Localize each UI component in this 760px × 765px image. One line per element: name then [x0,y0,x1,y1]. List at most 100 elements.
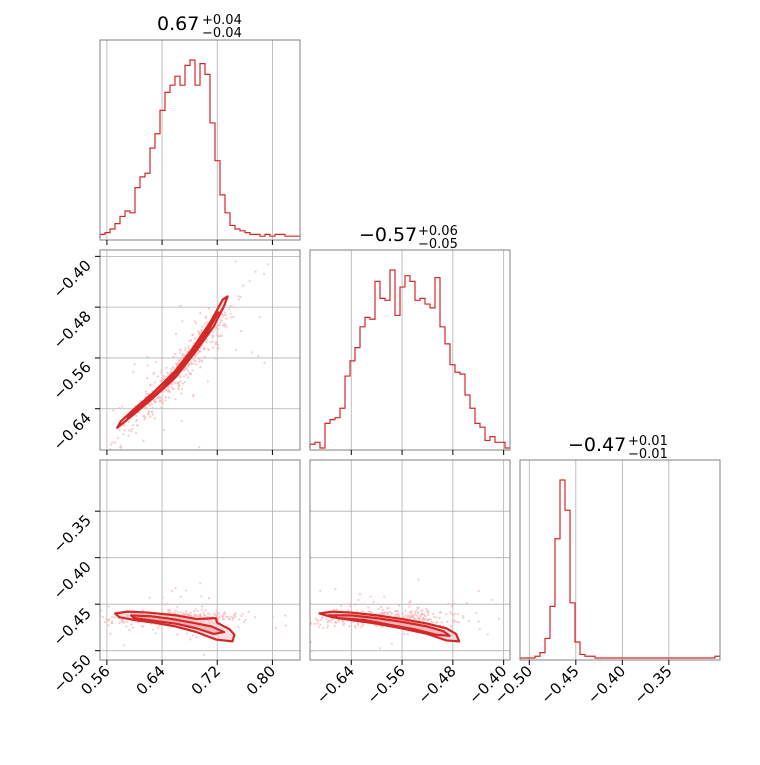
panel-hist-p1 [309,249,511,455]
scatter-point [215,610,218,613]
scatter-point [465,602,468,605]
scatter-point [172,387,175,391]
scatter-point [197,330,200,333]
scatter-point [257,354,260,357]
scatter-point [151,406,154,409]
scatter-point [149,384,152,387]
scatter-point [180,356,183,360]
histogram-step-line [99,59,300,238]
scatter-point [161,398,164,401]
scatter-point [416,611,420,614]
scatter-point [213,612,216,615]
scatter-point [419,615,422,618]
scatter-point [172,355,175,358]
scatter-point [128,429,131,432]
scatter-point [113,616,116,619]
scatter-point [130,427,134,431]
scatter-point [117,437,120,440]
scatter-point [177,359,180,362]
scatter-point [386,611,389,614]
scatter-point [186,350,189,354]
scatter-point [322,626,325,629]
title-p2-minus: −0.01 [628,447,668,462]
scatter-point [189,372,192,376]
scatter-point [230,316,233,319]
scatter-point [123,424,126,427]
title-p2-plus: +0.01 [628,434,668,449]
scatter-points [268,578,532,653]
scatter-point [180,388,183,391]
scatter-point [425,610,428,614]
scatter-point [228,618,231,621]
scatter-point [450,605,454,608]
scatter-point [233,613,236,616]
scatter-point [353,603,357,606]
scatter-point [170,385,173,389]
scatter-point [303,618,305,620]
scatter-point [154,360,157,363]
scatter-point [165,366,168,369]
scatter-point [186,376,190,379]
scatter-point [214,341,217,344]
scatter-point [199,366,202,369]
scatter-point [172,367,175,370]
scatter-point [372,600,375,604]
scatter-point [141,625,144,628]
scatter-point [156,397,159,400]
scatter-point [192,394,195,398]
title-p0-plus: +0.04 [202,13,242,28]
scatter-point [146,355,149,359]
scatter-point [307,616,309,618]
scatter-point [199,346,202,350]
scatter-point [103,620,106,624]
scatter-point [343,622,346,625]
scatter-point [357,598,360,602]
scatter-point [120,618,123,621]
scatter-point [179,358,182,362]
scatter-point [217,618,220,622]
scatter-point [199,613,202,617]
scatter-point [234,349,238,352]
scatter-point [158,624,161,627]
scatter-point [164,395,167,399]
scatter-point [394,610,397,613]
scatter-point [167,386,170,389]
scatter-point [378,647,382,650]
scatter-point [319,589,322,592]
scatter-point [453,612,456,615]
scatter-point [214,328,217,331]
scatter-point [90,624,92,626]
scatter-point [416,614,419,617]
scatter-point [188,339,191,343]
scatter-point [530,617,532,619]
scatter-point [119,446,122,449]
scatter-point [211,346,214,349]
scatter-point [253,616,257,619]
scatter-point [136,621,139,624]
scatter-point [421,616,425,620]
y-tick-label: −0.48 [50,307,95,352]
scatter-point [198,446,201,449]
x-tick-label: −0.40 [584,662,629,707]
scatter-point [491,598,494,601]
scatter-point [451,614,455,617]
scatter-point [358,593,362,596]
scatter-point [162,375,166,378]
scatter-point [166,602,169,605]
scatter-point [427,611,430,614]
scatter-point [268,615,270,617]
scatter-point [436,621,439,624]
scatter-point [110,467,112,469]
scatter-point [224,313,227,316]
scatter-point [424,607,428,610]
scatter-point [111,615,114,619]
scatter-point [113,441,117,444]
scatter-point [329,620,333,623]
scatter-point [445,613,448,616]
scatter-point [122,620,125,623]
panel-frame [99,459,301,661]
scatter-point [141,609,144,612]
scatter-point [250,351,253,354]
scatter-point [207,597,211,600]
scatter-point [204,613,207,617]
